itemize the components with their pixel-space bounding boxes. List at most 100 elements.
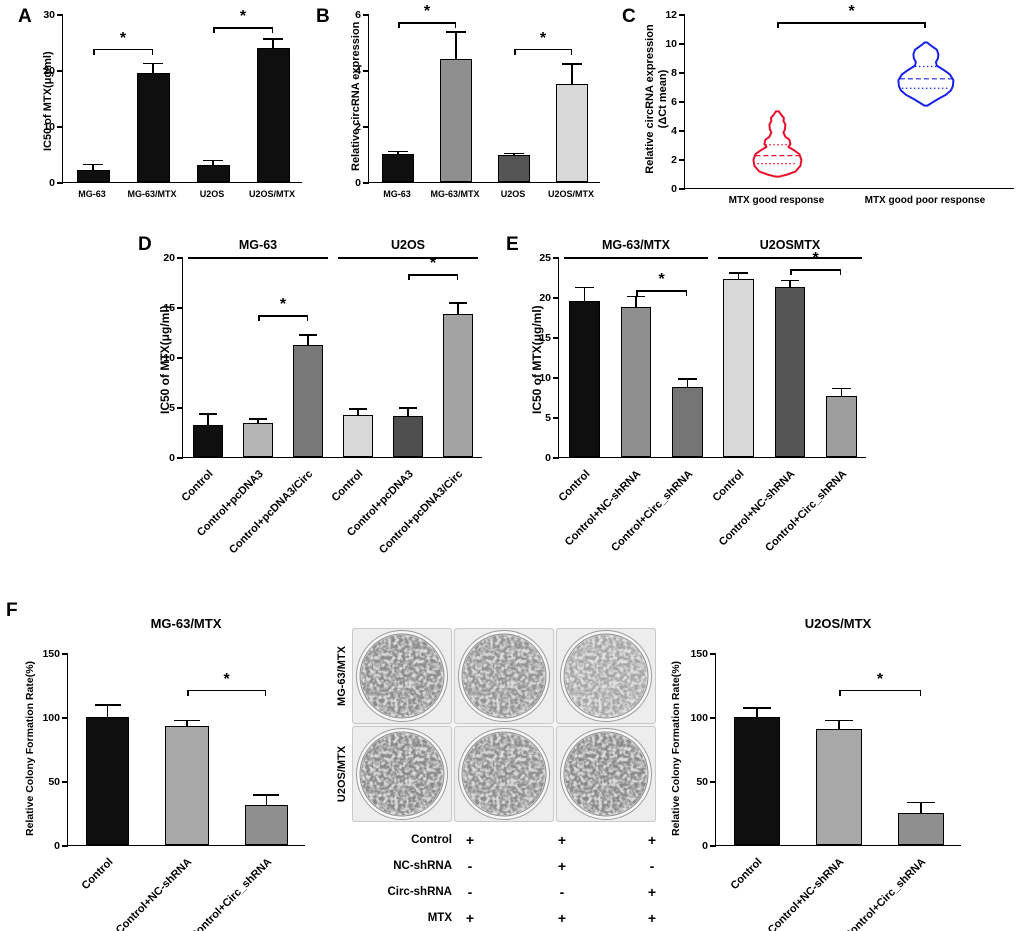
y-tick-label: 0 [169, 452, 175, 464]
error-bar-cap [575, 286, 594, 289]
significance-star: * [848, 3, 855, 21]
significance-bracket-end [271, 27, 273, 34]
y-tick [679, 43, 685, 45]
significance-star: * [223, 670, 230, 688]
treatment-row-circ-shrna: Circ-shRNA - - + [332, 884, 666, 910]
y-tick-label: 4 [671, 125, 677, 137]
error-bar-whisker [838, 720, 840, 730]
y-tick-label: 8 [671, 67, 677, 79]
x-axis-category-label: Control+NC-shRNA [766, 856, 847, 931]
y-tick [363, 14, 369, 16]
y-tick-label: 6 [355, 9, 361, 21]
y-tick [57, 14, 63, 16]
y-tick [57, 126, 63, 128]
significance-bracket [258, 315, 308, 317]
significance-star: * [807, 250, 825, 268]
y-tick [679, 14, 685, 16]
y-tick [62, 653, 68, 655]
treatment-sign: - [467, 858, 473, 874]
panel-label-d: D [138, 234, 152, 255]
y-tick [363, 126, 369, 128]
panel-f-left-bar-chart: MG-63/MTX Relative Colony Formation Rate… [12, 614, 312, 931]
x-axis-category-label: MTX good poor response [864, 195, 986, 206]
x-axis-labels: Control Control+pcDNA3 Control+pcDNA3/Circ… [179, 462, 482, 579]
y-tick [57, 182, 63, 184]
significance-bracket [408, 274, 458, 276]
chart-title: MG-63/MTX [150, 616, 222, 631]
error-bar-whisker [307, 335, 309, 346]
significance-bracket-end [93, 48, 95, 55]
y-tick-label: 150 [690, 648, 708, 660]
x-axis-category-label: Control [728, 856, 765, 893]
significance-bracket [514, 48, 572, 51]
y-tick [679, 130, 685, 132]
error-bar-cap [83, 163, 103, 166]
y-tick [177, 257, 183, 259]
violin-svg [752, 41, 955, 178]
error-bar-whisker [737, 273, 740, 280]
violin-outline [752, 110, 803, 178]
error-bar-whisker [635, 296, 637, 309]
error-bar-cap [449, 302, 467, 304]
significance-bracket-end [839, 269, 842, 276]
bar [244, 805, 289, 845]
y-tick-label: 0 [671, 183, 677, 195]
panel-a-bar-chart: IC50 of MTX(μg/ml) 0 10 20 30 * * MG-63 MG-63/… [30, 5, 315, 223]
colony-row-label-u2osmtx: U2OS/MTX [336, 745, 348, 803]
x-axis-category-label: Control [329, 468, 366, 505]
bar [825, 396, 857, 457]
y-tick [710, 845, 716, 847]
bar [734, 717, 780, 845]
y-tick [710, 781, 716, 783]
treatment-sign: + [557, 832, 567, 848]
treatment-sign: + [557, 858, 567, 874]
error-bar-cap [263, 38, 283, 40]
y-tick-label: 2 [671, 154, 677, 166]
y-axis-title: Relative Colony Formation Rate(%) [670, 660, 682, 836]
y-tick [553, 337, 559, 339]
x-axis-category-label: Control [710, 468, 747, 505]
x-axis-category-label: MTX good response [728, 195, 825, 206]
y-tick [679, 188, 685, 190]
bar [136, 72, 170, 182]
treatment-label: NC-shRNA [393, 860, 452, 872]
significance-bracket-end [408, 274, 410, 280]
significance-bracket-end [514, 48, 516, 55]
error-bar-cap [825, 719, 853, 722]
group-header-label: U2OSMTX [759, 238, 821, 252]
significance-bracket [187, 689, 267, 692]
significance-bracket-end [570, 48, 572, 55]
y-axis-title: IC50 of MTX(μg/ml) [530, 305, 544, 414]
y-tick-label: 0 [702, 840, 708, 852]
y-tick [553, 297, 559, 299]
y-tick-label: 25 [539, 252, 551, 264]
y-tick [177, 357, 183, 359]
x-axis-labels: Control Control+NC-shRNA Control+Circ_shRN… [67, 850, 305, 931]
y-tick [710, 717, 716, 719]
x-axis-category-label: MG-63 [383, 189, 411, 199]
error-bar-whisker [397, 151, 399, 155]
y-tick [62, 781, 68, 783]
significance-bracket-end [258, 315, 260, 321]
treatment-sign: + [557, 910, 567, 926]
significance-bracket [398, 22, 456, 24]
error-bar-cap [299, 334, 317, 336]
error-bar-cap [562, 63, 582, 65]
group-header-label: U2OS [390, 238, 426, 252]
x-axis-category-label: U2OS [199, 189, 225, 199]
error-bar-cap [94, 704, 121, 706]
bar [193, 425, 223, 457]
panel-label-e: E [506, 234, 519, 255]
y-tick [553, 377, 559, 379]
error-bar-cap [446, 31, 466, 33]
bar [443, 314, 473, 457]
treatment-row-control: Control + + + [332, 832, 666, 858]
y-axis-title: Relative circRNA expression [350, 21, 362, 171]
x-axis-category-label: Control+NC-shRNA [114, 856, 195, 931]
treatment-label: MTX [427, 912, 452, 924]
y-tick [177, 307, 183, 309]
y-tick-label: 0 [355, 177, 361, 189]
error-bar-whisker [207, 414, 209, 426]
significance-bracket [213, 27, 273, 29]
bar [569, 301, 601, 457]
